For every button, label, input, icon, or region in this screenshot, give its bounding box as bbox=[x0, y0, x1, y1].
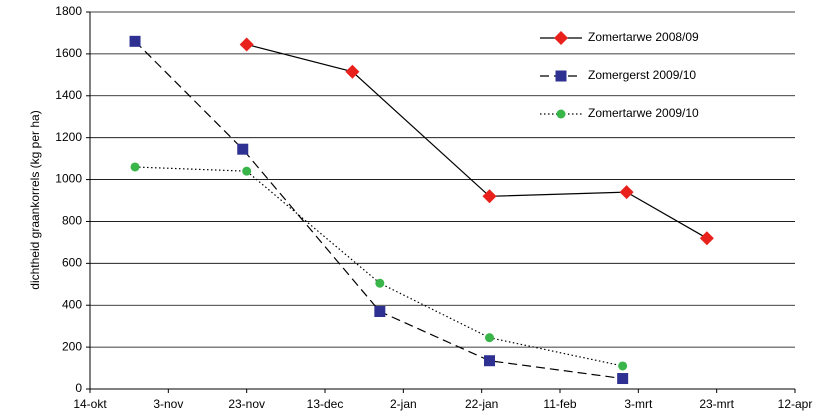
legend-label: Zomergerst 2009/10 bbox=[588, 68, 696, 82]
x-tick-label: 11-feb bbox=[543, 397, 576, 411]
y-axis-label: dichtheid graankorrels (kg per ha) bbox=[28, 110, 42, 289]
marker bbox=[619, 185, 634, 200]
y-tick-label: 400 bbox=[62, 297, 82, 311]
x-tick-label: 14-okt bbox=[73, 397, 107, 411]
y-tick-label: 600 bbox=[62, 256, 82, 270]
y-tick-label: 200 bbox=[62, 339, 82, 353]
y-tick-label: 800 bbox=[62, 214, 82, 228]
y-tick-label: 1800 bbox=[55, 4, 82, 18]
x-tick-label: 3-nov bbox=[153, 397, 183, 411]
y-tick-label: 0 bbox=[75, 381, 82, 395]
marker bbox=[482, 189, 497, 204]
marker bbox=[237, 143, 249, 155]
marker bbox=[555, 70, 567, 82]
y-tick-label: 1600 bbox=[55, 46, 82, 60]
x-tick-label: 23-nov bbox=[228, 397, 265, 411]
y-tick-label: 1400 bbox=[55, 88, 82, 102]
series-line bbox=[135, 166, 623, 367]
marker bbox=[345, 64, 360, 79]
x-tick-label: 22-jan bbox=[465, 397, 498, 411]
x-tick-label: 23-mrt bbox=[699, 397, 734, 411]
legend-label: Zomertarwe 2009/10 bbox=[588, 106, 699, 120]
marker bbox=[617, 373, 629, 385]
marker bbox=[485, 333, 494, 343]
y-tick-label: 1200 bbox=[55, 130, 82, 144]
x-tick-label: 13-dec bbox=[307, 397, 344, 411]
marker bbox=[130, 162, 140, 172]
series-line bbox=[134, 40, 623, 380]
marker bbox=[374, 306, 386, 318]
marker bbox=[239, 37, 254, 52]
marker bbox=[618, 361, 628, 371]
x-tick-label: 3-mrt bbox=[624, 397, 653, 411]
x-tick-label: 12-apr bbox=[778, 397, 813, 411]
x-tick-label: 2-jan bbox=[390, 397, 417, 411]
marker bbox=[129, 35, 141, 47]
marker bbox=[699, 231, 714, 246]
marker bbox=[484, 355, 495, 367]
y-tick-label: 1000 bbox=[55, 172, 82, 186]
marker bbox=[556, 109, 566, 119]
legend-label: Zomertarwe 2008/09 bbox=[588, 30, 699, 44]
marker bbox=[375, 278, 385, 288]
marker bbox=[554, 31, 568, 45]
marker bbox=[242, 166, 252, 176]
